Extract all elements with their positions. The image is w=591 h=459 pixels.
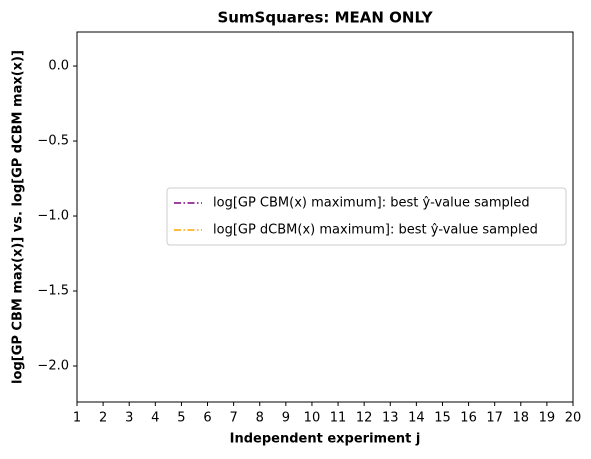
x-tick-label: 14	[408, 411, 425, 426]
x-tick-label: 3	[125, 411, 133, 426]
x-tick-label: 4	[151, 411, 159, 426]
x-tick-label: 19	[539, 411, 556, 426]
y-tick-label: 0.0	[48, 59, 69, 74]
y-tick-label: −2.0	[37, 359, 69, 374]
x-tick-label: 18	[513, 411, 530, 426]
x-tick-label: 2	[99, 411, 107, 426]
y-axis-label: log[GP CBM max(x)] vs. log[GP dCBM max(x…	[11, 50, 26, 384]
x-tick-label: 15	[434, 411, 451, 426]
plot-frame	[76, 31, 574, 403]
legend-label: log[GP dCBM(x) maximum]: best ŷ-value sa…	[213, 223, 538, 238]
x-tick-label: 1	[73, 411, 81, 426]
y-tick-label: −1.0	[37, 209, 69, 224]
x-tick-label: 9	[282, 411, 290, 426]
x-tick-label: 13	[382, 411, 399, 426]
x-tick-label: 7	[229, 411, 237, 426]
y-tick-label: −0.5	[37, 134, 69, 149]
y-tick-label: −1.5	[37, 284, 69, 299]
legend-box	[166, 187, 567, 246]
x-tick-label: 17	[486, 411, 503, 426]
x-tick-label: 8	[256, 411, 264, 426]
x-tick-label: 16	[460, 411, 477, 426]
x-tick-label: 20	[565, 411, 582, 426]
x-tick-label: 10	[304, 411, 321, 426]
legend-label: log[GP CBM(x) maximum]: best ŷ-value sam…	[213, 196, 530, 211]
chart-title: SumSquares: MEAN ONLY	[217, 9, 433, 27]
x-tick-label: 12	[356, 411, 373, 426]
x-tick-label: 5	[177, 411, 185, 426]
x-tick-label: 6	[203, 411, 211, 426]
x-axis-label: Independent experiment j	[230, 432, 421, 447]
x-tick-label: 11	[330, 411, 347, 426]
